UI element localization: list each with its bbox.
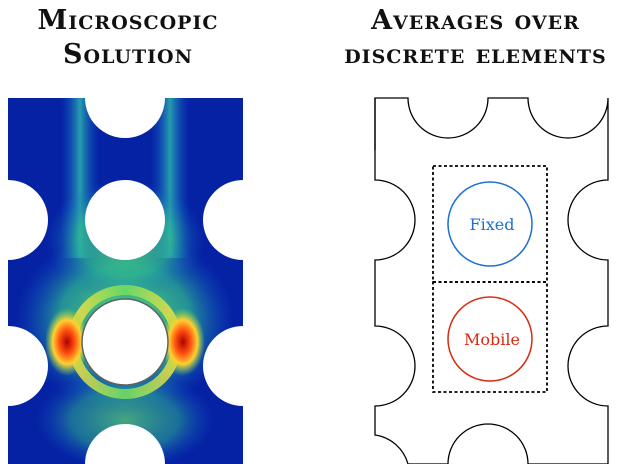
left-title-line-2: Solution	[63, 39, 193, 70]
mobile-element-circle	[447, 296, 533, 382]
right-title-line-1: Averages over	[371, 5, 580, 36]
right-title-line-2: discrete elements	[344, 39, 607, 70]
left-panel-title: Microscopic Solution	[10, 4, 246, 72]
fixed-element-label: Fixed	[470, 215, 515, 234]
fixed-element-circle	[447, 181, 533, 267]
mobile-element-label: Mobile	[464, 330, 520, 349]
domain-outline	[374, 97, 609, 464]
right-panel-title: Averages over discrete elements	[318, 4, 633, 72]
mobile-element-box	[432, 281, 548, 393]
left-title-line-1: Microscopic	[37, 5, 219, 36]
